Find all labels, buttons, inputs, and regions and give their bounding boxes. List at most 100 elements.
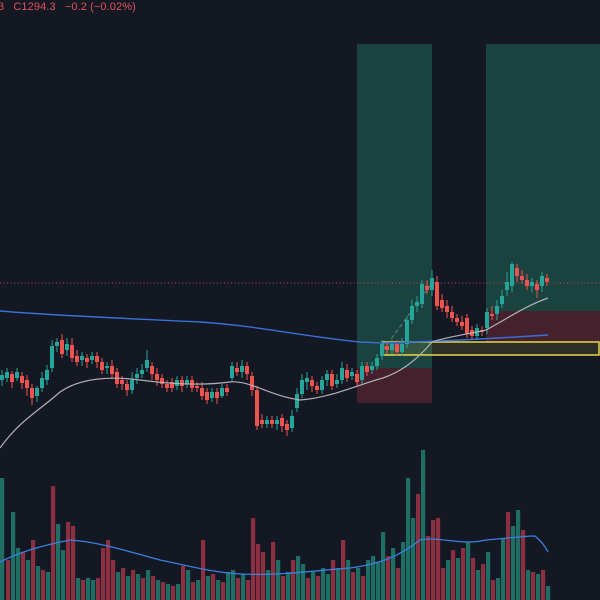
candle-body bbox=[285, 424, 289, 430]
candle-body bbox=[545, 278, 549, 282]
candle-body bbox=[70, 345, 74, 358]
candle-body bbox=[195, 386, 199, 388]
candle-body bbox=[255, 390, 259, 426]
candle-body bbox=[125, 384, 129, 390]
open-value-fragment: 3 bbox=[0, 1, 5, 13]
moving-average-slow bbox=[0, 310, 549, 344]
change-value: −0.2 (−0.02%) bbox=[64, 1, 136, 13]
volume-bar bbox=[41, 570, 46, 600]
candle-body bbox=[220, 388, 224, 396]
candle-body bbox=[315, 386, 319, 390]
volume-bar bbox=[516, 510, 521, 600]
volume-bar bbox=[81, 580, 86, 600]
candle-body bbox=[160, 378, 164, 384]
long-position-profit-zone-2 bbox=[486, 44, 600, 283]
volume-bar bbox=[336, 568, 341, 600]
volume-bar bbox=[176, 584, 181, 600]
candle-body bbox=[520, 276, 524, 280]
volume-bar bbox=[181, 566, 186, 600]
candle-body bbox=[265, 420, 269, 424]
volume-bar bbox=[461, 548, 466, 600]
candle-body bbox=[130, 380, 134, 390]
volume-bar bbox=[101, 548, 106, 600]
volume-bar bbox=[86, 578, 91, 600]
volume-bar bbox=[506, 512, 511, 600]
candle-body bbox=[375, 358, 379, 366]
candle-body bbox=[10, 374, 14, 382]
candle-body bbox=[425, 286, 429, 290]
volume-bar bbox=[141, 578, 146, 600]
candle-body bbox=[385, 346, 389, 350]
volume-bar bbox=[21, 552, 26, 600]
candle-body bbox=[245, 366, 249, 374]
candle-body bbox=[535, 284, 539, 290]
volume-bar bbox=[126, 576, 131, 600]
candle-body bbox=[365, 366, 369, 372]
volume-bar bbox=[6, 560, 11, 600]
candle-body bbox=[80, 356, 84, 360]
candle-body bbox=[210, 392, 214, 398]
candle-body bbox=[395, 344, 399, 352]
volume-bar bbox=[356, 568, 361, 600]
candle-body bbox=[250, 376, 254, 390]
candle-body bbox=[335, 380, 339, 384]
volume-bar bbox=[286, 572, 291, 600]
volume-bar bbox=[366, 560, 371, 600]
volume-bar bbox=[121, 568, 126, 600]
candle-body bbox=[65, 344, 69, 350]
volume-bar bbox=[306, 578, 311, 600]
candle-body bbox=[295, 394, 299, 408]
candle-body bbox=[530, 282, 534, 286]
candle-body bbox=[150, 366, 154, 374]
volume-bar bbox=[311, 572, 316, 600]
volume-bar bbox=[391, 548, 396, 600]
candle-body bbox=[75, 356, 79, 362]
volume-bar bbox=[531, 572, 536, 600]
moving-average-fast bbox=[0, 297, 549, 449]
candle-body bbox=[440, 300, 444, 308]
volume-bar bbox=[161, 582, 166, 600]
volume-bar bbox=[401, 542, 406, 600]
candle-body bbox=[500, 296, 504, 304]
candle-body bbox=[60, 340, 64, 354]
volume-bar bbox=[421, 450, 426, 600]
candle-body bbox=[505, 282, 509, 290]
volume-bar bbox=[261, 552, 266, 600]
volume-bar bbox=[211, 574, 216, 600]
candle-body bbox=[5, 372, 9, 378]
candle-body bbox=[325, 374, 329, 380]
candle-body bbox=[85, 358, 89, 362]
volume-bar bbox=[36, 566, 41, 600]
candle-body bbox=[485, 312, 489, 328]
long-position-loss-zone-1 bbox=[357, 368, 432, 403]
volume-bar bbox=[481, 564, 486, 600]
volume-bar bbox=[466, 542, 471, 600]
volume-bar bbox=[236, 578, 241, 600]
volume-bar bbox=[231, 570, 236, 600]
candle-body bbox=[280, 418, 284, 426]
candle-body bbox=[40, 378, 44, 388]
candle-body bbox=[495, 306, 499, 314]
candle-body bbox=[35, 388, 39, 396]
volume-bar bbox=[301, 564, 306, 600]
volume-bar bbox=[381, 532, 386, 600]
volume-bar bbox=[321, 568, 326, 600]
volume-bar bbox=[266, 570, 271, 600]
candle-body bbox=[225, 388, 229, 392]
volume-bar bbox=[226, 572, 231, 600]
volume-bar bbox=[216, 580, 221, 600]
volume-bar bbox=[206, 576, 211, 600]
volume-bar bbox=[291, 560, 296, 600]
volume-bar bbox=[511, 526, 516, 600]
volume-bar bbox=[66, 522, 71, 600]
volume-bar bbox=[491, 580, 496, 600]
candle-body bbox=[165, 384, 169, 388]
candle-body bbox=[100, 362, 104, 370]
candle-body bbox=[15, 372, 19, 378]
candle-body bbox=[415, 302, 419, 306]
candle-body bbox=[155, 374, 159, 380]
volume-bar bbox=[406, 478, 411, 600]
candle-body bbox=[55, 342, 59, 346]
